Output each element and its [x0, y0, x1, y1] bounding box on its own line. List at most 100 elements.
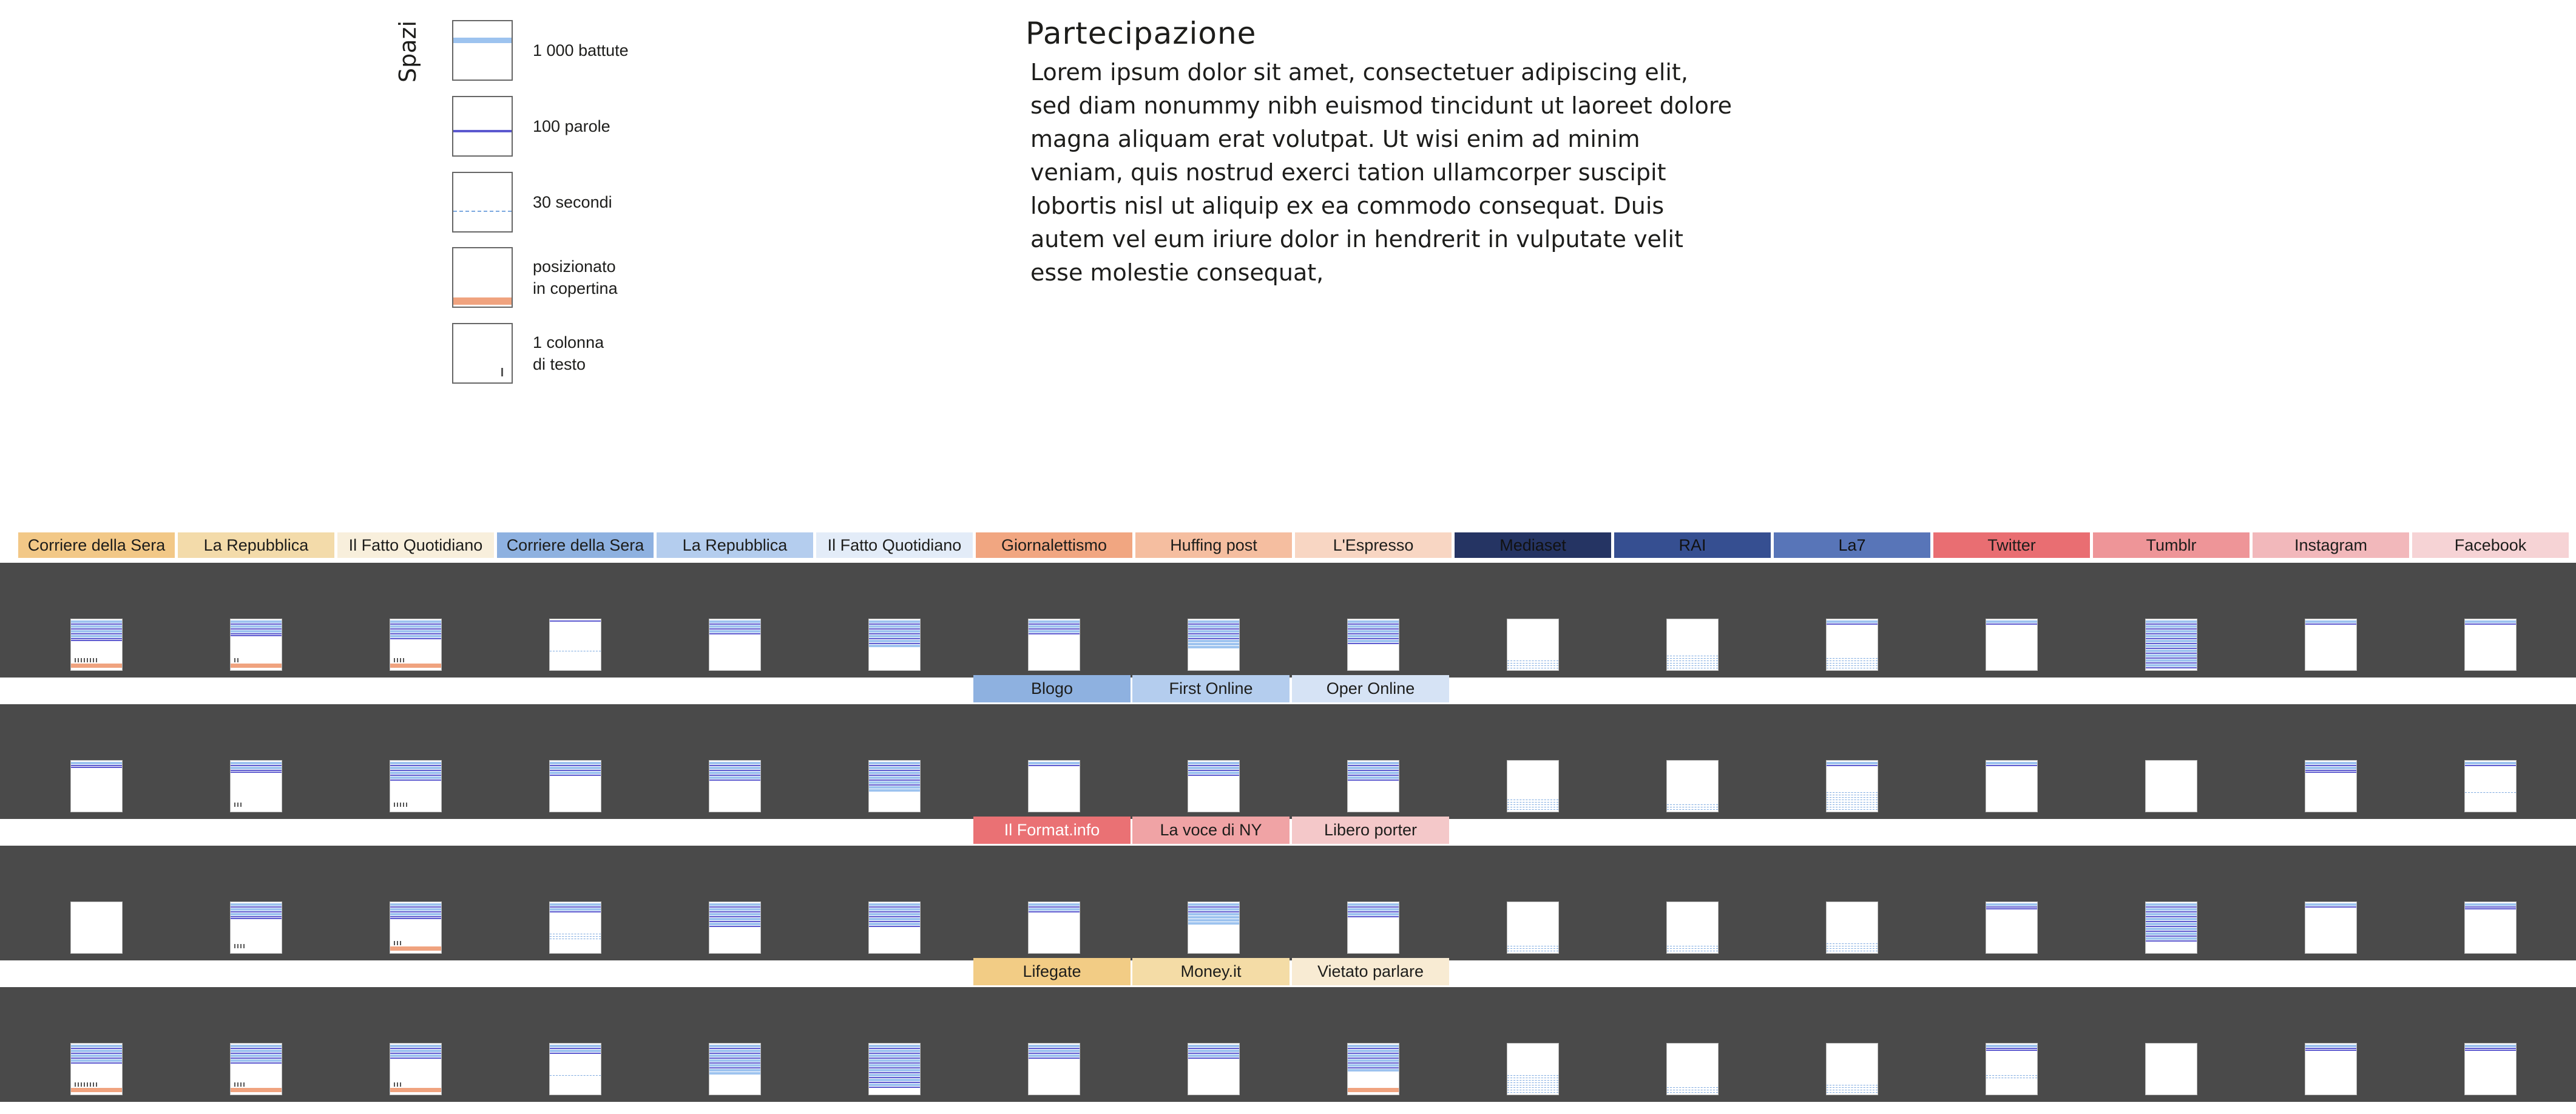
bar-line [709, 772, 760, 774]
bar-line [1348, 903, 1399, 906]
bar-line [231, 635, 282, 636]
seconds-line [1667, 1092, 1718, 1093]
legend-label: 1 000 battute [533, 41, 629, 59]
bar-line [71, 638, 122, 639]
text-column-mark [87, 658, 88, 662]
column-header: Tumblr [2093, 532, 2250, 558]
bar-line [869, 913, 920, 915]
bar-line [231, 1045, 282, 1047]
article-thumbnail [70, 902, 123, 954]
bar-line [231, 918, 282, 919]
bar-line [231, 1048, 282, 1049]
bar-line [869, 633, 920, 634]
bar-line [71, 628, 122, 630]
bar-line [1188, 638, 1239, 639]
article-thumbnail [70, 1043, 123, 1095]
bar-line [709, 1062, 760, 1064]
bar-line [709, 1048, 760, 1049]
bar-line [869, 779, 920, 781]
text-column-mark [243, 944, 245, 948]
bar-line [390, 625, 441, 628]
bar-line [231, 1050, 282, 1052]
bar-line [550, 903, 601, 906]
seconds-line [1827, 802, 1878, 803]
article-thumbnail [1347, 760, 1399, 812]
bar-line [231, 633, 282, 634]
bar-line [2305, 770, 2356, 771]
bar-line [1986, 762, 2037, 764]
bar-line [869, 1048, 920, 1049]
bar-line [2146, 903, 2197, 906]
cover-bar [390, 664, 441, 668]
bar-line [2146, 643, 2197, 644]
bar-line [231, 1053, 282, 1054]
bar-line [869, 781, 920, 784]
article-thumbnail [1188, 1043, 1240, 1095]
bar-line [390, 779, 441, 781]
bar-line [2146, 918, 2197, 920]
bar-line [1348, 762, 1399, 764]
bar-line [1188, 635, 1239, 637]
article-thumbnail [868, 760, 921, 812]
bar-line [231, 625, 282, 628]
legend-swatch [452, 96, 513, 157]
bar-line [1348, 767, 1399, 769]
bar-line [2305, 903, 2356, 906]
bar-line [550, 1050, 601, 1052]
article-thumbnail [1826, 619, 1878, 671]
bar-line [2146, 937, 2197, 940]
bar-line [1188, 922, 1239, 925]
cover-bar [71, 664, 122, 668]
seconds-line [1667, 665, 1718, 666]
bar-line [1188, 1045, 1239, 1047]
text-column-mark [234, 944, 235, 948]
bar-line [71, 1050, 122, 1052]
subrow-outlet-label: Libero porter [1292, 817, 1449, 844]
bar-line [2465, 906, 2516, 908]
legend-item-column: 1 colonna di testo [452, 323, 731, 384]
cover-bar [390, 946, 441, 951]
article-thumbnail [868, 1043, 921, 1095]
text-column-mark [87, 1082, 88, 1087]
bar-line [1029, 1058, 1080, 1059]
bar-line [869, 1059, 920, 1062]
bar-line [390, 775, 441, 776]
bar-line [869, 776, 920, 779]
bar-line [869, 1053, 920, 1054]
bar-line [1029, 765, 1080, 766]
bar-line [71, 1053, 122, 1054]
bar-line [709, 1055, 760, 1057]
bar-line [2146, 638, 2197, 639]
bar-line [2146, 640, 2197, 642]
article-thumbnail [1986, 1043, 2038, 1095]
bar-line [2146, 940, 2197, 942]
article-thumbnail [1507, 760, 1559, 812]
bar-line [231, 1055, 282, 1057]
text-column-mark [397, 1082, 398, 1087]
text-column-mark [234, 1082, 235, 1087]
article-thumbnail [1507, 902, 1559, 954]
article-thumbnail [1028, 760, 1080, 812]
bar-line [550, 772, 601, 774]
bar-line [869, 1074, 920, 1076]
bar-line [1827, 620, 1878, 623]
bar-line [869, 1055, 920, 1057]
bar-line [2465, 1048, 2516, 1049]
bar-line [1348, 916, 1399, 917]
bar-line [390, 765, 441, 766]
article-thumbnail [868, 619, 921, 671]
bar-line [2305, 623, 2356, 625]
bar-line [71, 1045, 122, 1047]
article-thumbnail [549, 619, 601, 671]
article-thumbnail [390, 619, 442, 671]
bar-line [709, 779, 760, 781]
bar-line [709, 620, 760, 623]
text-column-mark [75, 1082, 76, 1087]
article-thumbnail [1347, 902, 1399, 954]
bar-line [1188, 1053, 1239, 1054]
subrow-outlet-label: Oper Online [1292, 675, 1449, 702]
column-header: Corriere della Sera [18, 532, 175, 558]
bar-line [2305, 1048, 2356, 1049]
article-thumbnail [549, 902, 601, 954]
bar-line [869, 1069, 920, 1072]
